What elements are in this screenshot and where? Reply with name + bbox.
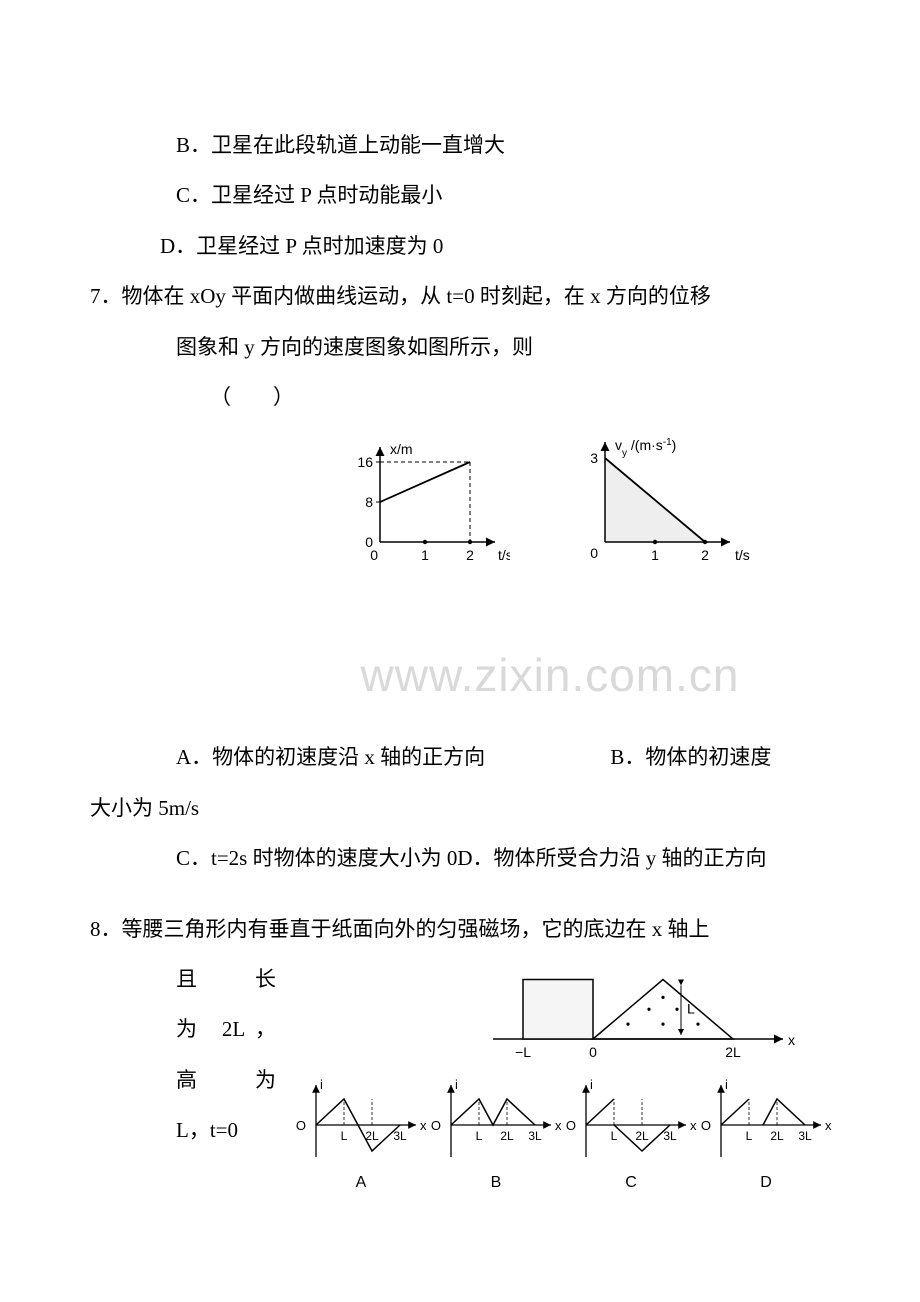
q7-option-b2: 大小为 5m/s — [90, 783, 920, 833]
svg-text:C: C — [625, 1174, 637, 1191]
svg-text:8: 8 — [365, 494, 373, 510]
q7-option-b: B．物体的初速度 — [610, 732, 771, 782]
q7-option-d: D．物体所受合力沿 y 轴的正方向 — [457, 846, 766, 870]
svg-text:x: x — [555, 1118, 562, 1133]
svg-text:t/s: t/s — [498, 547, 510, 563]
svg-text:t/s: t/s — [735, 547, 750, 563]
q6-option-b: B．卫星在此段轨道上动能一直增大 — [90, 120, 920, 170]
q7-paren: （ ） — [90, 372, 920, 422]
q7-options-ab: A．物体的初速度沿 x 轴的正方向 B．物体的初速度 — [90, 732, 920, 782]
svg-text:16: 16 — [357, 454, 373, 470]
svg-text:2L: 2L — [725, 1044, 741, 1060]
svg-text:L: L — [476, 1129, 483, 1143]
svg-text:i: i — [590, 1077, 593, 1092]
svg-text:2L: 2L — [635, 1129, 649, 1143]
svg-text:L: L — [341, 1129, 348, 1143]
svg-text:2: 2 — [466, 547, 474, 563]
svg-text:x/m: x/m — [390, 441, 413, 457]
svg-text:O: O — [431, 1118, 441, 1133]
q8-figures: L −L 0 2L x Oi x L 2L 3L A Oi x L 2L 3L B Oi x L 2L 3L C Oi x L 2… — [296, 954, 920, 1200]
q7-stem-line1: 7．物体在 xOy 平面内做曲线运动，从 t=0 时刻起，在 x 方向的位移 — [90, 271, 920, 321]
svg-text:3L: 3L — [528, 1129, 542, 1143]
svg-text:A: A — [356, 1174, 367, 1191]
svg-text:L: L — [611, 1129, 618, 1143]
q8-stem: 8．等腰三角形内有垂直于纸面向外的匀强磁场，它的底边在 x 轴上 — [90, 904, 920, 954]
svg-text:2L: 2L — [770, 1129, 784, 1143]
q7-options-cd: C．t=2s 时物体的速度大小为 0D．物体所受合力沿 y 轴的正方向 — [90, 833, 920, 883]
q8-option-charts: OixL2L3LAOixL2L3LBOixL2L3LCOixL2L3LD — [296, 1070, 836, 1200]
svg-text:O: O — [566, 1118, 576, 1133]
q8-text-line1: 且 长 — [176, 954, 276, 1004]
svg-text:2L: 2L — [500, 1129, 514, 1143]
svg-text:x: x — [825, 1118, 832, 1133]
svg-text:i: i — [725, 1077, 728, 1092]
q7-stem-line2: 图象和 y 方向的速度图象如图所示，则 — [90, 322, 920, 372]
svg-text:x: x — [788, 1032, 795, 1048]
q7-figures: 0 8 16 1 2 0 x/m t/s 3 0 1 2 t/s vy /(m·s-1) — [90, 432, 920, 572]
svg-text:B: B — [491, 1174, 502, 1191]
q8-block: 且 长 为 2L， 高 为 L，t=0 L −L 0 2L x Oi x L 2L 3L A Oi x… — [90, 954, 920, 1200]
svg-text:x: x — [420, 1118, 427, 1133]
q8-wrapped-text: 且 长 为 2L， 高 为 L，t=0 — [90, 954, 276, 1156]
svg-text:3L: 3L — [663, 1129, 677, 1143]
q6-option-d: D．卫星经过 P 点时加速度为 0 — [90, 221, 920, 271]
svg-text:2: 2 — [701, 547, 709, 563]
svg-text:3: 3 — [590, 450, 598, 466]
svg-text:L: L — [746, 1129, 753, 1143]
svg-text:0: 0 — [590, 545, 598, 561]
q7-option-a: A．物体的初速度沿 x 轴的正方向 — [176, 745, 485, 769]
svg-text:O: O — [296, 1118, 306, 1133]
svg-text:i: i — [320, 1077, 323, 1092]
q8-text-line2: 为 2L， — [176, 1004, 276, 1054]
svg-text:i: i — [455, 1077, 458, 1092]
q7-fig2-chart: 3 0 1 2 t/s vy /(m·s-1) — [570, 432, 760, 572]
q8-text-line4: L，t=0 — [176, 1105, 276, 1155]
q8-top-diagram: L −L 0 2L x — [473, 954, 833, 1064]
svg-text:vy /(m·s-1): vy /(m·s-1) — [615, 437, 676, 459]
svg-text:O: O — [701, 1118, 711, 1133]
svg-text:3L: 3L — [393, 1129, 407, 1143]
svg-text:0: 0 — [589, 1044, 597, 1060]
svg-text:3L: 3L — [798, 1129, 812, 1143]
q6-option-c: C．卫星经过 P 点时动能最小 — [90, 170, 920, 220]
q8-text-line3: 高 为 — [176, 1055, 276, 1105]
svg-text:1: 1 — [651, 547, 659, 563]
q7-fig1-chart: 0816120x/mt/s — [340, 432, 510, 572]
svg-text:1: 1 — [421, 547, 429, 563]
svg-text:L: L — [687, 1000, 695, 1016]
svg-text:x: x — [690, 1118, 697, 1133]
q7-option-c: C．t=2s 时物体的速度大小为 0 — [176, 846, 457, 870]
svg-text:−L: −L — [515, 1044, 531, 1060]
svg-text:D: D — [760, 1174, 772, 1191]
svg-text:0: 0 — [370, 547, 378, 563]
